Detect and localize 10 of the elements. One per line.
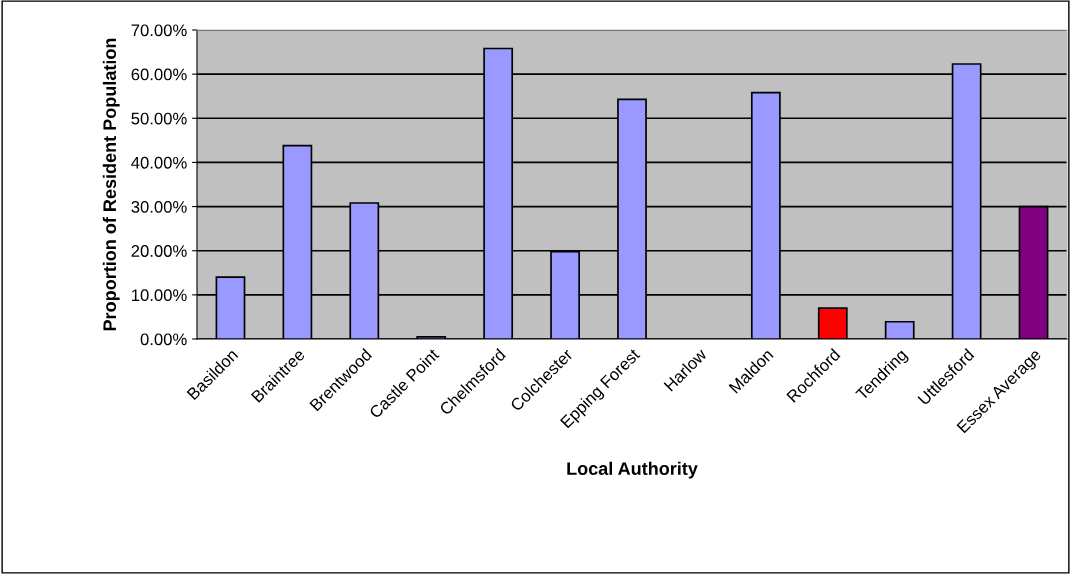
y-tick-label: 40.00% bbox=[131, 156, 187, 169]
y-tick-label: 20.00% bbox=[131, 245, 187, 257]
y-tick-label: 70.00% bbox=[131, 24, 187, 37]
y-tick-label: 0.00% bbox=[140, 333, 187, 346]
y-tick-label: 10.00% bbox=[132, 289, 187, 302]
x-axis-title: Local Authority bbox=[567, 461, 698, 479]
y-axis-title: Proportion of Resident Population bbox=[102, 38, 120, 331]
y-tick-label: 50.00% bbox=[131, 112, 187, 125]
y-tick-label: 60.00% bbox=[131, 68, 187, 81]
y-tick-label: 30.00% bbox=[131, 200, 187, 213]
